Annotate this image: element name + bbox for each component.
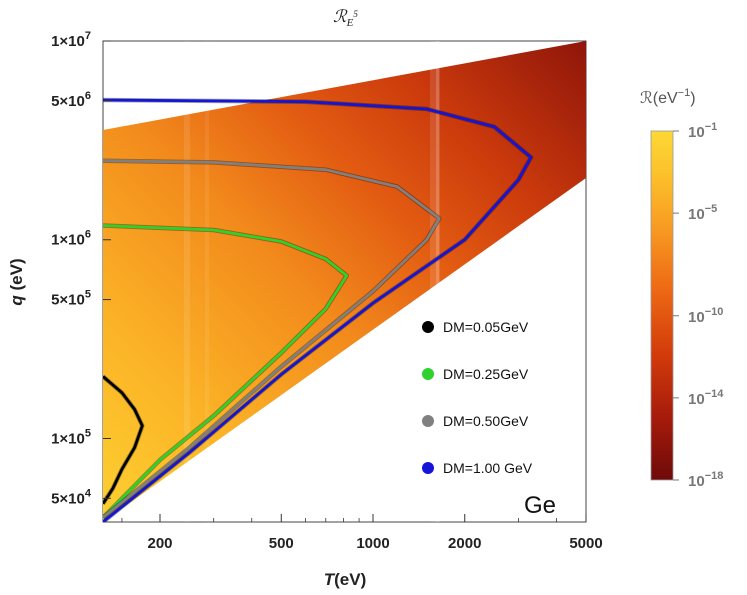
x-tick-label: 500 xyxy=(269,535,294,552)
plot-area: Ge xyxy=(102,40,587,523)
y-tick-label: 1×106 xyxy=(51,229,91,249)
y-tick-label: 5×105 xyxy=(51,289,91,309)
colorbar-tick-label: 10−10 xyxy=(688,306,723,326)
y-tick-label: 5×104 xyxy=(51,487,92,507)
x-tick-label: 2000 xyxy=(448,535,481,552)
material-label: Ge xyxy=(524,492,556,519)
colorbar-ticks: 10−1 10−5 10−10 10−14 10−18 xyxy=(673,121,724,490)
heatmap-streak xyxy=(184,41,190,522)
legend-label: DM=1.00 GeV xyxy=(443,460,533,476)
x-tick-label: 1000 xyxy=(356,535,389,552)
x-tick-label: 200 xyxy=(147,535,172,552)
legend-marker xyxy=(422,321,434,333)
legend-label: DM=0.25GeV xyxy=(443,366,529,382)
y-tick-label: 5×106 xyxy=(51,90,91,110)
x-axis: 200 500 1000 2000 5000 xyxy=(121,514,603,552)
legend-label: DM=0.50GeV xyxy=(443,413,529,429)
legend-marker xyxy=(422,462,434,474)
series-curve xyxy=(103,224,349,519)
colorbar-gradient xyxy=(650,130,674,481)
series-curve xyxy=(103,159,441,519)
heatmap-streak xyxy=(430,41,440,522)
y-axis: 5×104 1×105 5×105 1×106 5×106 1×107 xyxy=(51,30,111,507)
legend-label: DM=0.05GeV xyxy=(443,319,529,335)
series-curve xyxy=(103,375,144,505)
heatmap-streaks xyxy=(184,41,440,522)
colorbar-title: ℛ(eV−1) xyxy=(640,87,696,107)
colorbar-tick-label: 10−1 xyxy=(688,121,717,141)
x-tick-label: 5000 xyxy=(569,535,602,552)
heatmap-streak xyxy=(205,41,209,522)
colorbar-tick-label: 10−5 xyxy=(688,203,717,223)
legend-marker xyxy=(422,368,434,380)
colorbar: ℛ(eV−1) 10−1 10−5 10−10 10−14 10−18 xyxy=(640,87,724,490)
svg-text:ℛE5: ℛE5 xyxy=(333,7,358,29)
colorbar-tick-label: 10−14 xyxy=(688,388,724,408)
colorbar-tick-label: 10−18 xyxy=(688,470,723,490)
legend-marker xyxy=(422,415,434,427)
y-tick-label: 1×107 xyxy=(51,30,91,50)
series-curve xyxy=(103,98,533,522)
x-axis-title: T(eV) xyxy=(324,570,367,589)
chart-title: ℛE5 xyxy=(333,7,358,29)
y-tick-label: 1×105 xyxy=(51,427,91,447)
y-axis-title: q (eV) xyxy=(7,258,26,305)
heatmap-streak xyxy=(436,41,439,522)
legend: DM=0.05GeV DM=0.25GeV DM=0.50GeV DM=1.00 Ge… xyxy=(422,319,533,476)
curves xyxy=(103,97,534,522)
